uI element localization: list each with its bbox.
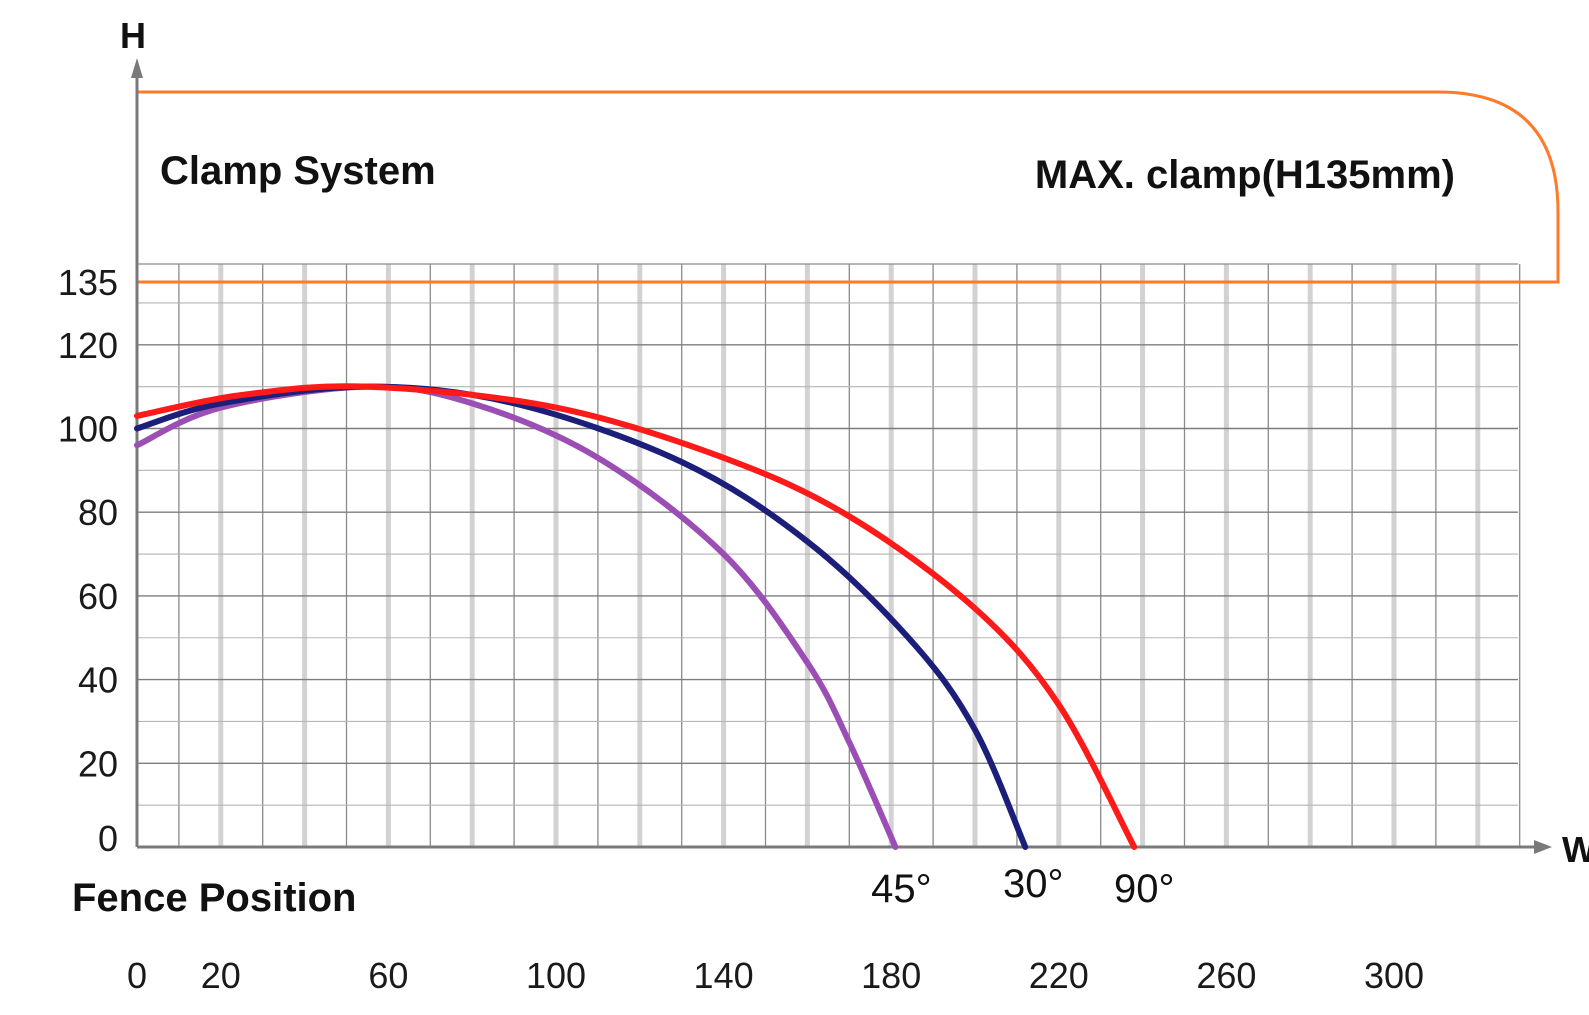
y-tick-label: 40 <box>78 660 118 701</box>
y-tick-label: 20 <box>78 743 118 784</box>
y-tick-label: 135 <box>58 262 118 303</box>
series-lines <box>134 383 1138 850</box>
x-tick-label: 60 <box>368 955 408 996</box>
grid <box>136 263 1521 848</box>
y-tick-label: 60 <box>78 576 118 617</box>
y-axis-arrow <box>131 58 143 78</box>
fence-position-label: Fence Position <box>72 876 357 920</box>
clamp-system-outline <box>135 90 1560 284</box>
y-axis-label: H <box>120 15 146 56</box>
x-tick-label: 180 <box>861 955 921 996</box>
max-clamp-label: MAX. clamp(H135mm) <box>1035 153 1455 197</box>
x-axis-label: W <box>1562 829 1589 870</box>
x-tick-label: 300 <box>1364 955 1424 996</box>
y-tick-label: 0 <box>98 818 118 859</box>
series-end-label: 45° <box>871 867 932 911</box>
labels: H W 0 20 40 60 80 100 120 135 Fence Position 0 20 60 1… <box>58 15 1589 996</box>
x-tick-label: 260 <box>1196 955 1256 996</box>
series-end-label: 30° <box>1003 862 1064 906</box>
series-line-2 <box>134 383 1029 850</box>
x-tick-label: 20 <box>201 955 241 996</box>
series-line-3 <box>134 383 1138 850</box>
y-tick-label: 120 <box>58 325 118 366</box>
x-tick-label: 100 <box>526 955 586 996</box>
series-end-label: 90° <box>1114 867 1175 911</box>
x-tick-label: 0 <box>127 955 147 996</box>
y-tick-label: 80 <box>78 492 118 533</box>
y-tick-label: 100 <box>58 409 118 450</box>
x-tick-label: 140 <box>694 955 754 996</box>
clamp-system-label: Clamp System <box>160 149 436 193</box>
x-axis-arrow <box>1534 840 1552 854</box>
axes <box>131 58 1552 854</box>
clamp-system-panel: Clamp System MAX. clamp(H135mm) <box>135 90 1560 284</box>
x-tick-label: 220 <box>1029 955 1089 996</box>
series-line-1 <box>134 383 899 850</box>
